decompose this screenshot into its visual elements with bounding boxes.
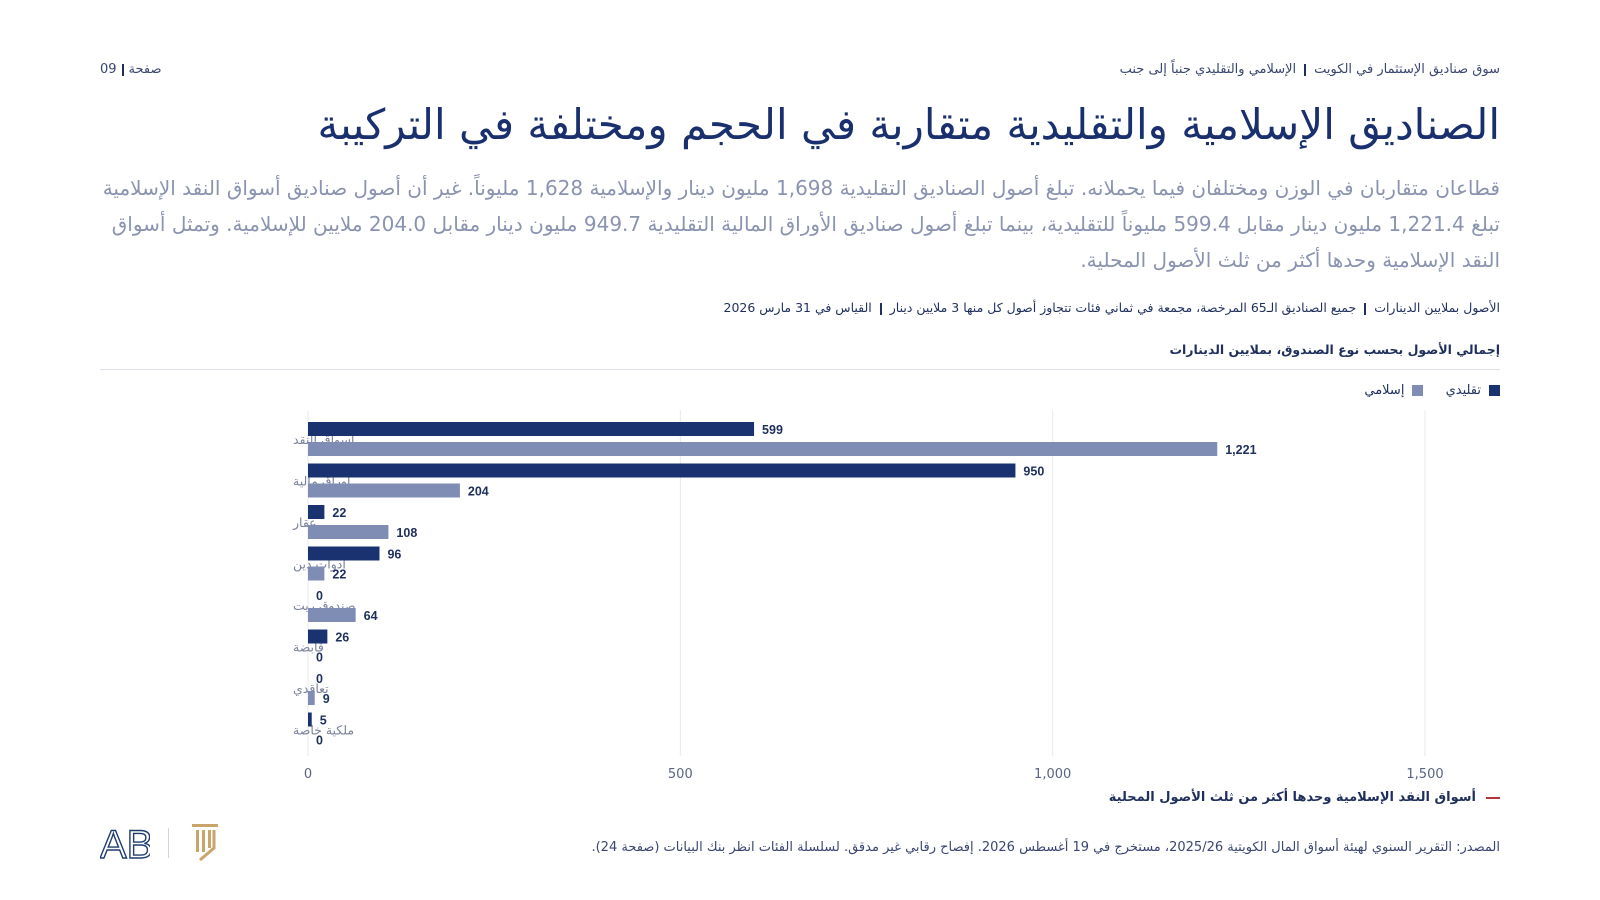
page-label: صفحة bbox=[128, 62, 162, 77]
note-text: أسواق النقد الإسلامية وحدها أكثر من ثلث … bbox=[1108, 790, 1476, 805]
bar bbox=[308, 566, 325, 581]
legend-swatch-conventional bbox=[1489, 385, 1500, 396]
data-label: 26 bbox=[335, 631, 349, 645]
bar bbox=[308, 546, 380, 561]
page-separator bbox=[121, 63, 124, 76]
page-subtitle: قطاعان متقاربان في الوزن ومختلفان فيما ي… bbox=[102, 176, 1500, 272]
legend-label-islamic: إسلامي bbox=[1364, 383, 1405, 398]
data-label: 108 bbox=[396, 526, 417, 540]
x-tick-label: 0 bbox=[304, 767, 312, 780]
bar bbox=[308, 442, 1218, 456]
header-separator bbox=[1304, 63, 1307, 76]
x-tick-label: 500 bbox=[668, 767, 693, 780]
chart-legend: تقليدي إسلامي bbox=[1346, 383, 1500, 398]
data-label: 22 bbox=[332, 568, 346, 582]
page-title: الصناديق الإسلامية والتقليدية متقاربة في… bbox=[317, 100, 1500, 149]
chart-title: إجمالي الأصول بحسب نوع الصندوق، بملايين … bbox=[1169, 342, 1500, 357]
bar bbox=[308, 422, 755, 436]
ab-logo: AB bbox=[100, 822, 150, 862]
data-label: 599 bbox=[762, 423, 783, 437]
legend-item-islamic: إسلامي bbox=[1364, 383, 1424, 398]
x-tick-label: 1,000 bbox=[1034, 767, 1071, 780]
data-label: 0 bbox=[316, 651, 323, 665]
bar bbox=[308, 712, 312, 727]
data-label: 1,221 bbox=[1225, 443, 1256, 457]
page-number: 09 bbox=[100, 62, 117, 77]
bar bbox=[308, 608, 356, 622]
meta-units: الأصول بملايين الدينارات bbox=[1374, 300, 1500, 315]
logo-divider bbox=[168, 828, 169, 858]
data-label: 0 bbox=[316, 589, 323, 603]
bar bbox=[308, 525, 389, 539]
data-label: 204 bbox=[468, 485, 489, 499]
data-label: 22 bbox=[332, 506, 346, 520]
data-label: 0 bbox=[316, 672, 323, 686]
data-label: 9 bbox=[323, 692, 330, 706]
data-label: 0 bbox=[316, 734, 323, 748]
header-section: سوق صناديق الإستثمار في الكويت bbox=[1314, 62, 1500, 77]
bar bbox=[308, 463, 1016, 478]
bar bbox=[308, 505, 325, 519]
bar bbox=[308, 483, 460, 498]
data-label: 5 bbox=[320, 714, 327, 728]
data-label: 64 bbox=[364, 609, 378, 623]
x-tick-label: 1,500 bbox=[1406, 767, 1443, 780]
data-label: 950 bbox=[1023, 465, 1044, 479]
ab-logo-text: AB bbox=[100, 823, 150, 862]
meta-scope: جميع الصناديق الـ65 المرخصة، مجمعة في ثم… bbox=[889, 300, 1357, 315]
divider bbox=[100, 369, 1500, 370]
page-indicator: صفحة 09 bbox=[100, 62, 162, 77]
header-topic: الإسلامي والتقليدي جنباً إلى جنب bbox=[1119, 62, 1297, 77]
header-breadcrumb: سوق صناديق الإستثمار في الكويت الإسلامي و… bbox=[1120, 62, 1500, 77]
legend-label-conventional: تقليدي bbox=[1445, 383, 1481, 398]
legend-item-conventional: تقليدي bbox=[1446, 383, 1500, 398]
note-marker bbox=[1486, 796, 1500, 799]
bar bbox=[308, 691, 315, 705]
legend-swatch-islamic bbox=[1412, 385, 1424, 396]
bar bbox=[308, 629, 328, 644]
meta-date: القياس في 31 مارس 2026 bbox=[723, 300, 872, 315]
meta-separator bbox=[879, 302, 882, 315]
category-label: تعاقدي bbox=[293, 681, 329, 696]
chart-meta: الأصول بملايين الدينارات جميع الصناديق ال… bbox=[724, 300, 1501, 315]
column-logo-icon bbox=[192, 824, 218, 862]
data-label: 96 bbox=[387, 548, 401, 562]
chart-note: أسواق النقد الإسلامية وحدها أكثر من ثلث … bbox=[1109, 790, 1500, 805]
meta-separator bbox=[1364, 302, 1367, 315]
source-note: المصدر: التقرير السنوي لهيئة أسواق المال… bbox=[591, 840, 1500, 855]
